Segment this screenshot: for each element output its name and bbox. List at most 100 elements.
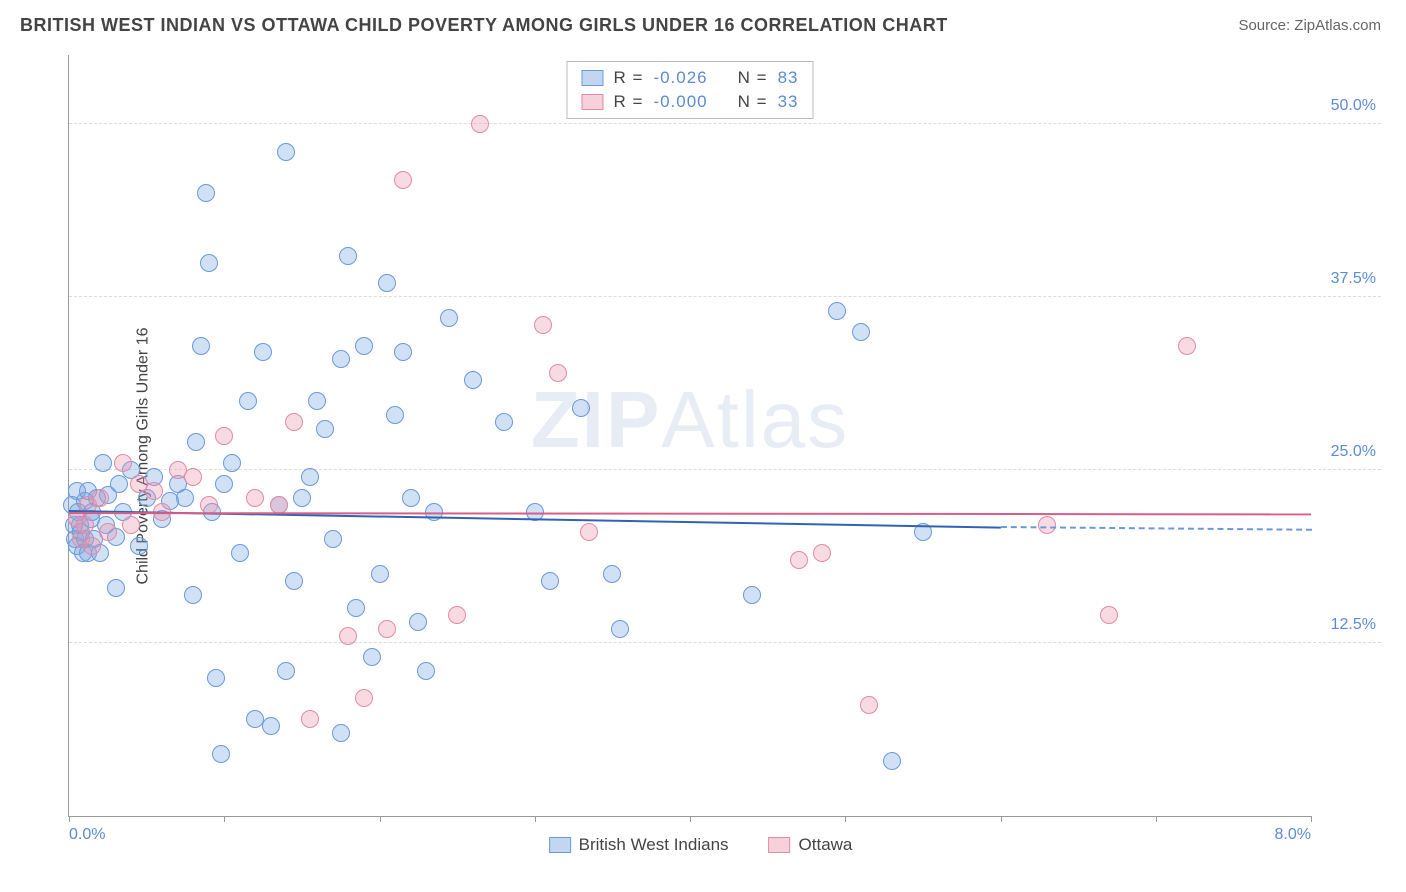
- data-point: [394, 171, 412, 189]
- data-point: [603, 565, 621, 583]
- data-point: [860, 696, 878, 714]
- legend-r-value: -0.026: [653, 68, 707, 88]
- data-point: [99, 523, 117, 541]
- grid-line: [69, 469, 1381, 470]
- data-point: [471, 115, 489, 133]
- legend-stats-row: R =-0.000N =33: [568, 90, 813, 114]
- x-tick: [1001, 816, 1002, 822]
- data-point: [277, 143, 295, 161]
- data-point: [828, 302, 846, 320]
- data-point: [378, 274, 396, 292]
- legend-swatch: [582, 70, 604, 86]
- legend-n-value: 33: [778, 92, 799, 112]
- chart-area: Child Poverty Among Girls Under 16 R =-0…: [20, 45, 1381, 867]
- y-tick-label: 37.5%: [1331, 270, 1376, 288]
- data-point: [285, 572, 303, 590]
- data-point: [246, 489, 264, 507]
- data-point: [402, 489, 420, 507]
- data-point: [743, 586, 761, 604]
- grid-line: [69, 296, 1381, 297]
- legend-r-label: R =: [614, 92, 644, 112]
- data-point: [813, 544, 831, 562]
- header: BRITISH WEST INDIAN VS OTTAWA CHILD POVE…: [0, 0, 1406, 41]
- legend-series-label: Ottawa: [799, 835, 853, 855]
- data-point: [212, 745, 230, 763]
- data-point: [852, 323, 870, 341]
- grid-line: [69, 123, 1381, 124]
- data-point: [215, 427, 233, 445]
- data-point: [94, 454, 112, 472]
- data-point: [215, 475, 233, 493]
- legend-series-item: Ottawa: [769, 835, 853, 855]
- x-tick-label: 8.0%: [1275, 826, 1311, 844]
- data-point: [790, 551, 808, 569]
- data-point: [200, 496, 218, 514]
- grid-line: [69, 642, 1381, 643]
- legend-r-value: -0.000: [653, 92, 707, 112]
- data-point: [378, 620, 396, 638]
- data-point: [107, 579, 125, 597]
- plot-region: R =-0.026N =83R =-0.000N =33 ZIPAtlas 12…: [68, 55, 1311, 817]
- data-point: [184, 586, 202, 604]
- data-point: [371, 565, 389, 583]
- x-tick: [845, 816, 846, 822]
- legend-series-item: British West Indians: [549, 835, 729, 855]
- data-point: [572, 399, 590, 417]
- data-point: [110, 475, 128, 493]
- data-point: [394, 343, 412, 361]
- x-tick: [535, 816, 536, 822]
- data-point: [270, 496, 288, 514]
- legend-swatch: [549, 837, 571, 853]
- data-point: [122, 516, 140, 534]
- data-point: [440, 309, 458, 327]
- data-point: [231, 544, 249, 562]
- data-point: [277, 662, 295, 680]
- x-tick: [69, 816, 70, 822]
- legend-series: British West Indians Ottawa: [549, 835, 853, 855]
- data-point: [464, 371, 482, 389]
- data-point: [223, 454, 241, 472]
- x-tick: [1311, 816, 1312, 822]
- data-point: [187, 433, 205, 451]
- data-point: [324, 530, 342, 548]
- legend-n-label: N =: [738, 68, 768, 88]
- y-tick-label: 25.0%: [1331, 443, 1376, 461]
- data-point: [355, 337, 373, 355]
- chart-title: BRITISH WEST INDIAN VS OTTAWA CHILD POVE…: [20, 15, 948, 36]
- legend-series-label: British West Indians: [579, 835, 729, 855]
- data-point: [145, 482, 163, 500]
- data-point: [339, 247, 357, 265]
- data-point: [448, 606, 466, 624]
- data-point: [495, 413, 513, 431]
- y-tick-label: 50.0%: [1331, 97, 1376, 115]
- x-tick-label: 0.0%: [69, 826, 105, 844]
- data-point: [308, 392, 326, 410]
- legend-swatch: [769, 837, 791, 853]
- legend-swatch: [582, 94, 604, 110]
- data-point: [239, 392, 257, 410]
- data-point: [1100, 606, 1118, 624]
- y-tick-label: 12.5%: [1331, 616, 1376, 634]
- data-point: [355, 689, 373, 707]
- data-point: [339, 627, 357, 645]
- legend-stats: R =-0.026N =83R =-0.000N =33: [567, 61, 814, 119]
- data-point: [114, 454, 132, 472]
- data-point: [285, 413, 303, 431]
- data-point: [332, 724, 350, 742]
- data-point: [76, 516, 94, 534]
- data-point: [611, 620, 629, 638]
- x-tick: [224, 816, 225, 822]
- data-point: [130, 537, 148, 555]
- data-point: [386, 406, 404, 424]
- data-point: [1178, 337, 1196, 355]
- data-point: [293, 489, 311, 507]
- data-point: [549, 364, 567, 382]
- legend-n-value: 83: [778, 68, 799, 88]
- data-point: [254, 343, 272, 361]
- data-point: [301, 468, 319, 486]
- data-point: [197, 184, 215, 202]
- source-label: Source: ZipAtlas.com: [1238, 17, 1381, 34]
- legend-stats-row: R =-0.026N =83: [568, 66, 813, 90]
- data-point: [580, 523, 598, 541]
- x-tick: [1156, 816, 1157, 822]
